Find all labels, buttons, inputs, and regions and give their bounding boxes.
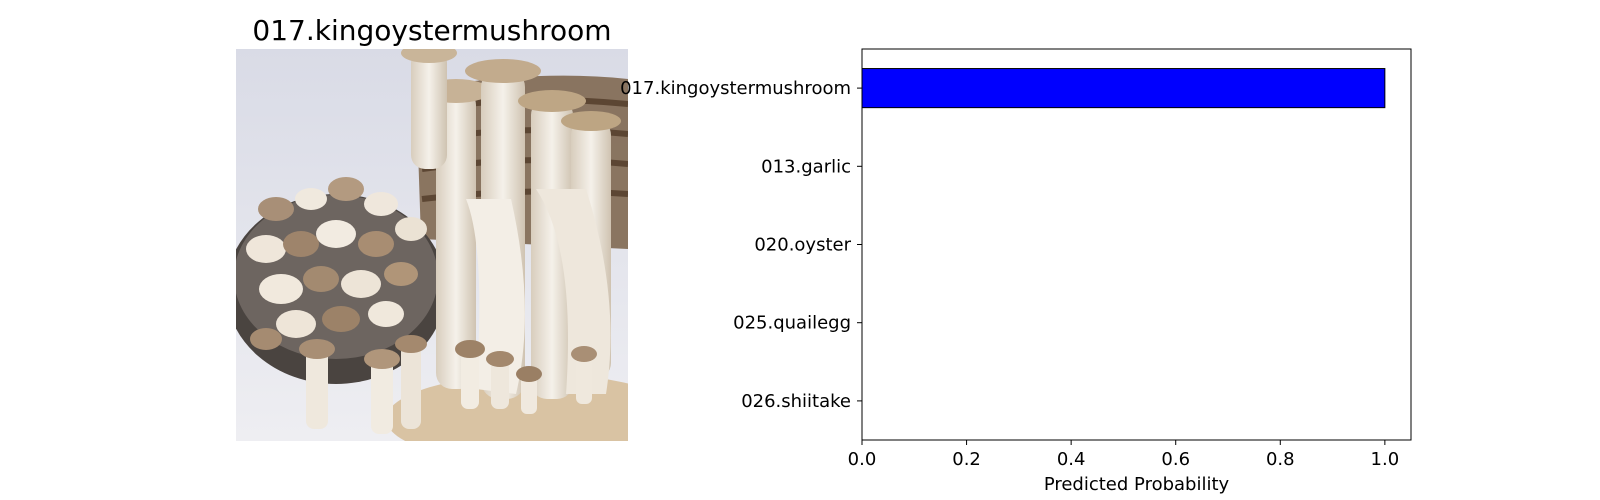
- x-axis-label: Predicted Probability: [1044, 474, 1230, 495]
- x-tick-layer: 0.0 0.2 0.4 0.6 0.8 1.0: [848, 440, 1399, 470]
- y-tick-layer: 017.kingoystermushroom 013.garlic 020.oyst…: [620, 78, 862, 412]
- x-tick-label: 0.2: [952, 449, 981, 470]
- image-title: 017.kingoystermushroom: [252, 14, 612, 47]
- y-tick-label: 020.oyster: [754, 235, 851, 256]
- bar-0: [861, 68, 1386, 109]
- king-oyster-mushroom-photo-icon: [236, 49, 628, 441]
- y-tick-label: 025.quailegg: [733, 313, 851, 334]
- bars-layer: [861, 68, 1386, 109]
- x-tick-label: 0.4: [1057, 449, 1086, 470]
- y-tick-label: 013.garlic: [761, 156, 851, 177]
- x-tick-label: 0.0: [848, 449, 877, 470]
- x-tick-label: 0.8: [1266, 449, 1295, 470]
- x-tick-label: 0.6: [1161, 449, 1190, 470]
- x-tick-label: 1.0: [1371, 449, 1400, 470]
- axes-frame: [861, 48, 1412, 441]
- y-tick-label: 026.shiitake: [741, 391, 851, 412]
- y-tick-label: 017.kingoystermushroom: [620, 78, 851, 99]
